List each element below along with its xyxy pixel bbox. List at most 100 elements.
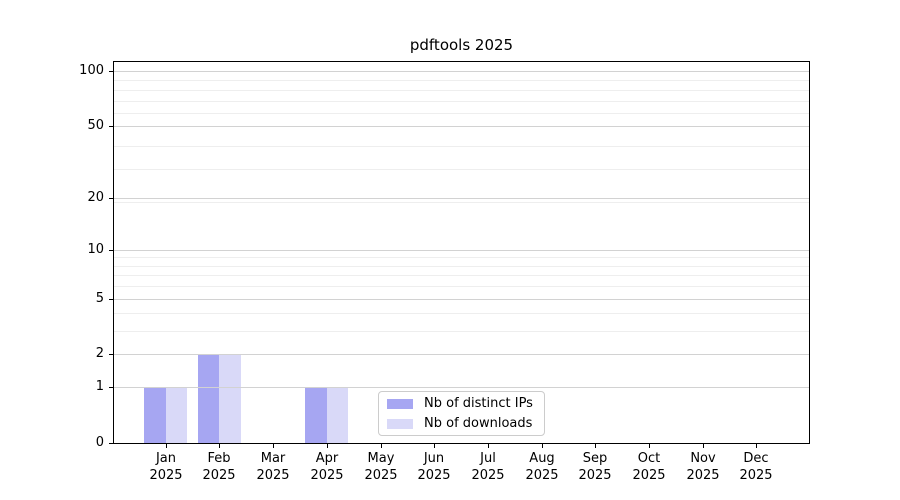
x-tick-mark (381, 444, 382, 448)
x-tick-label: May 2025 (339, 450, 423, 484)
x-tick-mark (542, 444, 543, 448)
y-gridline-minor (114, 331, 809, 332)
legend-swatch-icon (387, 398, 413, 409)
y-gridline-minor (114, 80, 809, 81)
x-tick-year: 2025 (632, 468, 666, 483)
x-tick-mark (434, 444, 435, 448)
x-tick-month: May (367, 451, 395, 466)
x-tick-year: 2025 (578, 468, 612, 483)
y-tick-mark (109, 71, 113, 72)
legend-swatch-icon (387, 418, 413, 429)
y-gridline-minor (114, 266, 809, 267)
x-tick-year: 2025 (256, 468, 290, 483)
y-tick-mark (109, 387, 113, 388)
x-tick-month: Sep (582, 451, 608, 466)
x-tick-label: Feb 2025 (177, 450, 261, 484)
y-gridline-major (114, 198, 809, 199)
x-tick-year: 2025 (364, 468, 398, 483)
x-tick-month: Oct (637, 451, 661, 466)
y-tick-mark (109, 443, 113, 444)
y-gridline-major (114, 126, 809, 127)
x-tick-label: Aug 2025 (500, 450, 584, 484)
y-tick-mark (109, 354, 113, 355)
y-tick-label: 100 (79, 63, 104, 78)
legend: Nb of distinct IPs Nb of downloads (378, 391, 545, 436)
y-tick-mark (109, 198, 113, 199)
x-tick-year: 2025 (310, 468, 344, 483)
y-tick-label: 2 (95, 346, 104, 361)
x-tick-mark (273, 444, 274, 448)
y-gridline-minor (114, 101, 809, 102)
y-tick-label: 5 (95, 291, 104, 306)
x-tick-label: Jan 2025 (124, 450, 208, 484)
x-tick-mark (488, 444, 489, 448)
y-gridline-minor (114, 257, 809, 258)
x-tick-mark (166, 444, 167, 448)
chart-title: pdftools 2025 (409, 36, 514, 54)
x-tick-label: Oct 2025 (607, 450, 691, 484)
y-gridline-major (114, 299, 809, 300)
bar-apr-series0 (305, 387, 327, 443)
x-tick-label: Jul 2025 (446, 450, 530, 484)
x-tick-year: 2025 (739, 468, 773, 483)
x-tick-mark (649, 444, 650, 448)
x-tick-mark (595, 444, 596, 448)
legend-item-0: Nb of distinct IPs (379, 396, 544, 411)
y-tick-label: 0 (95, 435, 104, 450)
y-gridline-minor (114, 113, 809, 114)
x-tick-year: 2025 (149, 468, 183, 483)
x-tick-year: 2025 (202, 468, 236, 483)
x-tick-month: Apr (315, 451, 339, 466)
bar-jan-series0 (144, 387, 166, 443)
x-tick-label: Sep 2025 (553, 450, 637, 484)
y-gridline-major (114, 387, 809, 388)
y-gridline-minor (114, 202, 809, 203)
y-gridline-minor (114, 169, 809, 170)
x-tick-month: Jan (155, 451, 177, 466)
x-tick-month: Jul (480, 451, 496, 466)
y-gridline-minor (114, 313, 809, 314)
x-tick-month: Nov (690, 451, 716, 466)
y-tick-label: 1 (95, 379, 104, 394)
x-tick-label: Nov 2025 (661, 450, 745, 484)
y-gridline-major (114, 354, 809, 355)
bar-jan-series1 (165, 387, 188, 443)
x-tick-month: Mar (260, 451, 286, 466)
legend-item-1: Nb of downloads (379, 416, 544, 431)
bar-feb-series0 (197, 354, 220, 443)
bar-apr-series1 (326, 387, 349, 443)
x-tick-month: Feb (207, 451, 231, 466)
y-tick-mark (109, 250, 113, 251)
x-tick-mark (703, 444, 704, 448)
x-tick-year: 2025 (417, 468, 451, 483)
y-gridline-minor (114, 275, 809, 276)
x-tick-label: Apr 2025 (285, 450, 369, 484)
x-tick-month: Aug (529, 451, 555, 466)
y-tick-label: 50 (87, 118, 104, 133)
x-tick-mark (756, 444, 757, 448)
x-tick-label: Mar 2025 (231, 450, 315, 484)
y-gridline-minor (114, 90, 809, 91)
x-tick-month: Jun (423, 451, 445, 466)
y-tick-mark (109, 299, 113, 300)
x-tick-year: 2025 (686, 468, 720, 483)
legend-label: Nb of downloads (424, 416, 533, 431)
y-gridline-minor (114, 286, 809, 287)
plot-area (113, 61, 810, 444)
y-tick-label: 20 (87, 190, 104, 205)
x-tick-mark (219, 444, 220, 448)
y-tick-mark (109, 126, 113, 127)
legend-label: Nb of distinct IPs (424, 396, 533, 411)
y-gridline-major (114, 71, 809, 72)
x-tick-month: Dec (743, 451, 769, 466)
y-gridline-minor (114, 146, 809, 147)
y-tick-label: 10 (87, 242, 104, 257)
x-tick-year: 2025 (471, 468, 505, 483)
bar-feb-series1 (219, 354, 241, 443)
x-tick-mark (327, 444, 328, 448)
x-tick-year: 2025 (525, 468, 559, 483)
x-tick-label: Dec 2025 (714, 450, 798, 484)
y-gridline-major (114, 250, 809, 251)
x-tick-label: Jun 2025 (392, 450, 476, 484)
